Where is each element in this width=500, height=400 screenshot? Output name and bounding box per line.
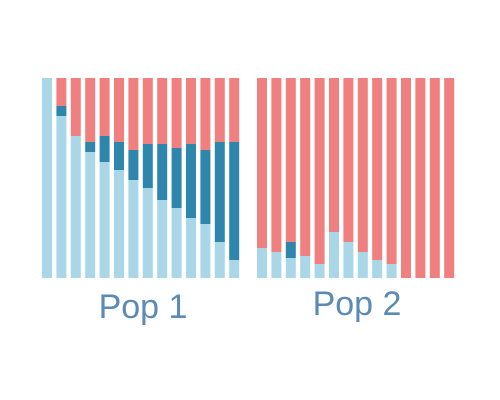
bar-segment-red-g1-b5 <box>99 78 110 136</box>
bar-segment-light-blue-g2-b10 <box>386 264 397 278</box>
bar-segment-red-g2-b10 <box>386 78 397 264</box>
bar-segment-dark-blue-g1-b6 <box>114 142 124 170</box>
bar-segment-dark-blue-g1-b10 <box>171 148 182 208</box>
bar-segment-red-g2-b3 <box>285 78 296 242</box>
bar-segment-red-g1-b11 <box>186 78 196 144</box>
bar-segment-red-g1-b14 <box>229 78 240 142</box>
bar-segment-red-g1-b7 <box>128 78 139 150</box>
bar-segment-dark-blue-g2-b3 <box>285 242 296 258</box>
bar-segment-dark-blue-g1-b2 <box>56 106 67 116</box>
bar-segment-light-blue-g1-b7 <box>128 180 139 278</box>
bar-segment-red-g1-b10 <box>171 78 182 148</box>
bar-segment-red-g1-b9 <box>157 78 168 144</box>
bar-segment-light-blue-g1-b6 <box>114 170 124 278</box>
bar-segment-light-blue-g1-b1 <box>42 78 52 278</box>
bar-segment-dark-blue-g1-b9 <box>157 144 168 200</box>
bar-segment-red-g2-b6 <box>329 78 339 232</box>
bar-segment-light-blue-g1-b8 <box>142 188 153 278</box>
bar-segment-red-g1-b12 <box>200 78 211 150</box>
bar-segment-dark-blue-g1-b5 <box>99 136 110 162</box>
bar-segment-red-g1-b13 <box>214 78 225 142</box>
group-label-pop-2: Pop 2 <box>313 285 402 323</box>
bar-segment-red-g1-b8 <box>142 78 153 144</box>
bar-segment-light-blue-g1-b2 <box>56 116 67 278</box>
bars-layer <box>42 78 455 278</box>
bar-segment-dark-blue-g1-b7 <box>128 150 139 180</box>
bar-segment-light-blue-g1-b12 <box>200 224 211 278</box>
bar-segment-dark-blue-g1-b4 <box>85 142 96 152</box>
bar-segment-red-g2-b5 <box>314 78 325 264</box>
bar-segment-light-blue-g1-b13 <box>214 242 225 278</box>
bar-segment-light-blue-g2-b1 <box>257 248 267 278</box>
bar-segment-light-blue-g2-b7 <box>343 242 354 278</box>
bar-segment-red-g2-b8 <box>357 78 368 252</box>
bar-segment-light-blue-g2-b2 <box>271 252 282 278</box>
bar-segment-red-g1-b2 <box>56 78 67 106</box>
bar-segment-light-blue-g2-b9 <box>372 260 383 278</box>
bar-segment-light-blue-g1-b9 <box>157 200 168 278</box>
bar-segment-red-g2-b11 <box>401 78 411 278</box>
bar-segment-light-blue-g2-b4 <box>300 256 311 278</box>
bar-segment-light-blue-g2-b6 <box>329 232 339 278</box>
bar-segment-dark-blue-g1-b11 <box>186 144 196 218</box>
bar-segment-red-g2-b7 <box>343 78 354 242</box>
bar-segment-red-g2-b2 <box>271 78 282 252</box>
bar-segment-light-blue-g1-b4 <box>85 152 96 278</box>
bar-segment-red-g1-b6 <box>114 78 124 142</box>
bar-segment-light-blue-g1-b11 <box>186 218 196 278</box>
bar-segment-light-blue-g1-b3 <box>70 136 81 278</box>
bar-segment-red-g2-b4 <box>300 78 311 256</box>
bar-segment-light-blue-g1-b5 <box>99 162 110 278</box>
bar-segment-light-blue-g2-b5 <box>314 264 325 278</box>
bar-segment-red-g2-b1 <box>257 78 267 248</box>
bar-segment-red-g2-b13 <box>429 78 440 278</box>
bar-segment-dark-blue-g1-b14 <box>229 142 240 260</box>
bar-segment-red-g1-b4 <box>85 78 96 142</box>
bar-segment-red-g1-b3 <box>70 78 81 136</box>
bar-segment-dark-blue-g1-b13 <box>214 142 225 242</box>
bar-segment-light-blue-g1-b14 <box>229 260 240 278</box>
bar-segment-dark-blue-g1-b8 <box>142 144 153 188</box>
bar-segment-light-blue-g1-b10 <box>171 208 182 278</box>
bar-segment-red-g2-b14 <box>444 78 455 278</box>
bar-segment-red-g2-b9 <box>372 78 383 260</box>
bar-segment-light-blue-g2-b3 <box>285 258 296 278</box>
bar-segment-dark-blue-g1-b12 <box>200 150 211 224</box>
group-label-pop-1: Pop 1 <box>99 288 188 326</box>
bar-segment-light-blue-g2-b8 <box>357 252 368 278</box>
bar-segment-red-g2-b12 <box>415 78 426 278</box>
